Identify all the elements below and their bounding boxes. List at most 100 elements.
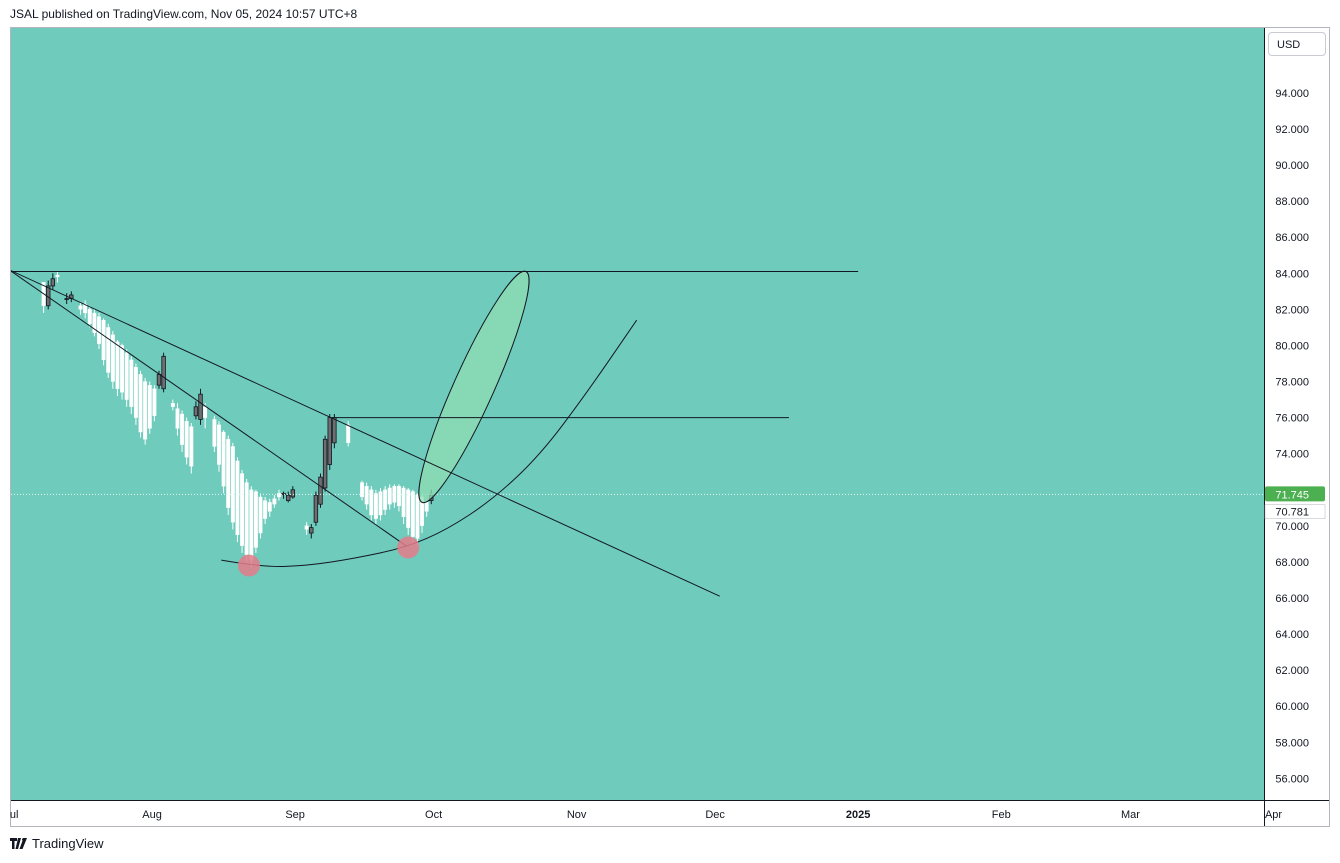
candle <box>322 435 328 492</box>
candle-body <box>249 489 254 561</box>
candle <box>406 487 411 535</box>
y-tick-label: 92.000 <box>1275 124 1309 136</box>
candle <box>378 487 383 521</box>
candle-body <box>327 417 332 465</box>
y-tick-label: 94.000 <box>1275 88 1309 100</box>
candle <box>193 401 199 420</box>
candle-body <box>184 421 189 458</box>
candle-body <box>235 460 240 536</box>
candle-body <box>364 485 369 505</box>
candle <box>263 496 268 525</box>
candle <box>267 498 272 517</box>
candle-body <box>180 413 185 445</box>
candle-body <box>203 406 208 418</box>
candle <box>161 352 166 393</box>
candle <box>397 484 401 512</box>
candle-body <box>346 424 351 444</box>
candle-body <box>332 417 337 444</box>
y-tick-label: 86.000 <box>1275 232 1309 244</box>
candle <box>138 370 143 438</box>
candle-body <box>258 496 263 534</box>
candle-body <box>212 419 217 447</box>
x-tick-label: Dec <box>705 809 725 821</box>
candle <box>189 423 194 474</box>
chart-background <box>11 28 1264 800</box>
candle <box>106 323 111 378</box>
y-tick-label: 56.000 <box>1275 773 1309 785</box>
candle-body <box>263 500 268 519</box>
candle-body <box>277 493 281 498</box>
candle <box>360 480 364 501</box>
candle-body <box>410 491 415 537</box>
candle-body <box>309 527 314 534</box>
candle <box>175 403 180 436</box>
candle <box>55 271 60 283</box>
candle-body <box>415 495 420 539</box>
candle-body <box>373 493 378 519</box>
candle <box>244 478 249 562</box>
trend-line <box>11 270 407 547</box>
candle <box>364 482 369 510</box>
candle <box>309 524 314 539</box>
candle <box>64 293 69 304</box>
y-tick-label: 80.000 <box>1275 340 1309 352</box>
candle-body <box>97 316 101 344</box>
candle <box>83 300 88 319</box>
candle-body <box>244 482 249 555</box>
candle <box>198 388 203 425</box>
candle-body <box>193 406 199 417</box>
candle-body <box>424 502 429 512</box>
chart-frame[interactable] <box>10 27 1330 827</box>
candle-body <box>267 502 272 512</box>
candle <box>78 302 83 315</box>
candle-body <box>221 431 226 487</box>
candle-body <box>240 473 245 546</box>
last-price-label: 71.745 <box>1275 489 1309 501</box>
candle <box>286 491 291 503</box>
candle <box>92 309 97 337</box>
currency-button[interactable]: USD <box>1268 32 1326 56</box>
candle <box>87 305 92 328</box>
candle-body <box>230 446 235 523</box>
candle <box>415 493 420 546</box>
candle <box>180 410 185 452</box>
y-tick-label: 84.000 <box>1275 268 1309 280</box>
candle <box>304 522 309 535</box>
y-tick-label: 74.000 <box>1275 449 1309 461</box>
candle-body <box>156 373 162 386</box>
candle-body <box>138 374 143 433</box>
candle-body <box>290 489 296 498</box>
candle-body <box>170 403 175 407</box>
candle-body <box>189 426 194 467</box>
candle-body <box>369 489 374 516</box>
candle <box>387 484 392 510</box>
y-tick-label: 70.000 <box>1275 521 1309 533</box>
x-tick-label: Aug <box>142 809 162 821</box>
footer-brand: TradingView <box>32 836 104 851</box>
candle-body <box>152 388 157 416</box>
candle-body <box>304 525 309 530</box>
pivot-marker <box>237 554 260 577</box>
last-price-tag <box>1265 486 1325 502</box>
candle-body <box>120 345 125 393</box>
secondary-price-tag <box>1264 504 1326 519</box>
candle-body <box>87 309 92 324</box>
candle <box>277 489 281 501</box>
candles-layer <box>41 271 434 568</box>
candle <box>401 486 406 525</box>
candle <box>327 414 332 470</box>
y-tick-label: 88.000 <box>1275 196 1309 208</box>
candle-body <box>133 366 138 418</box>
candle <box>258 493 263 539</box>
x-tick-label: Apr <box>1265 809 1282 821</box>
candle <box>272 495 277 508</box>
candle-body <box>401 487 406 517</box>
candle <box>143 377 148 445</box>
y-tick-label: 76.000 <box>1275 413 1309 425</box>
candle-body <box>101 320 106 361</box>
candle <box>369 486 374 521</box>
y-tick-label: 60.000 <box>1275 701 1309 713</box>
candle-body <box>313 494 319 523</box>
candle-body <box>253 491 258 548</box>
